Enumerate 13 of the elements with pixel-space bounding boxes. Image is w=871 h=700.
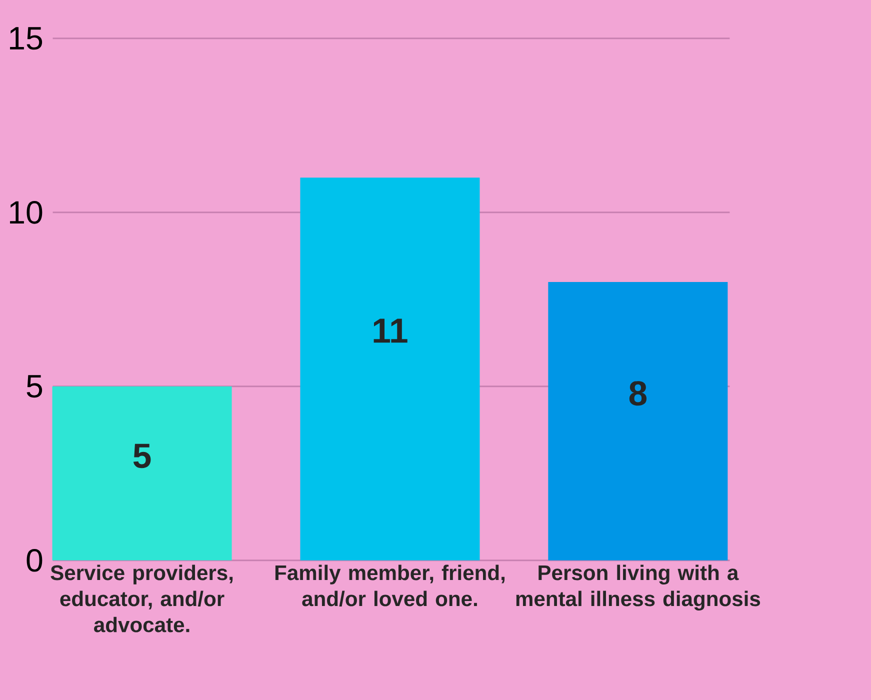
y-tick-label: 15	[10, 26, 42, 50]
data-label: 5	[133, 444, 151, 468]
bar	[548, 282, 728, 560]
y-tick-label: 0	[26, 548, 42, 572]
y-tick-label: 5	[26, 374, 42, 398]
bar	[52, 386, 232, 560]
x-tick-label: Person living with a mental illness diagnosis	[516, 564, 760, 610]
x-tick-label: Family member, friend, and/or loved one.	[275, 564, 505, 606]
x-tick-label: Service providers, educator, and/or advocate.	[50, 564, 233, 632]
y-tick-label: 10	[10, 200, 42, 224]
bar	[300, 177, 480, 560]
data-label: 11	[374, 318, 408, 342]
data-label: 8	[629, 380, 647, 406]
